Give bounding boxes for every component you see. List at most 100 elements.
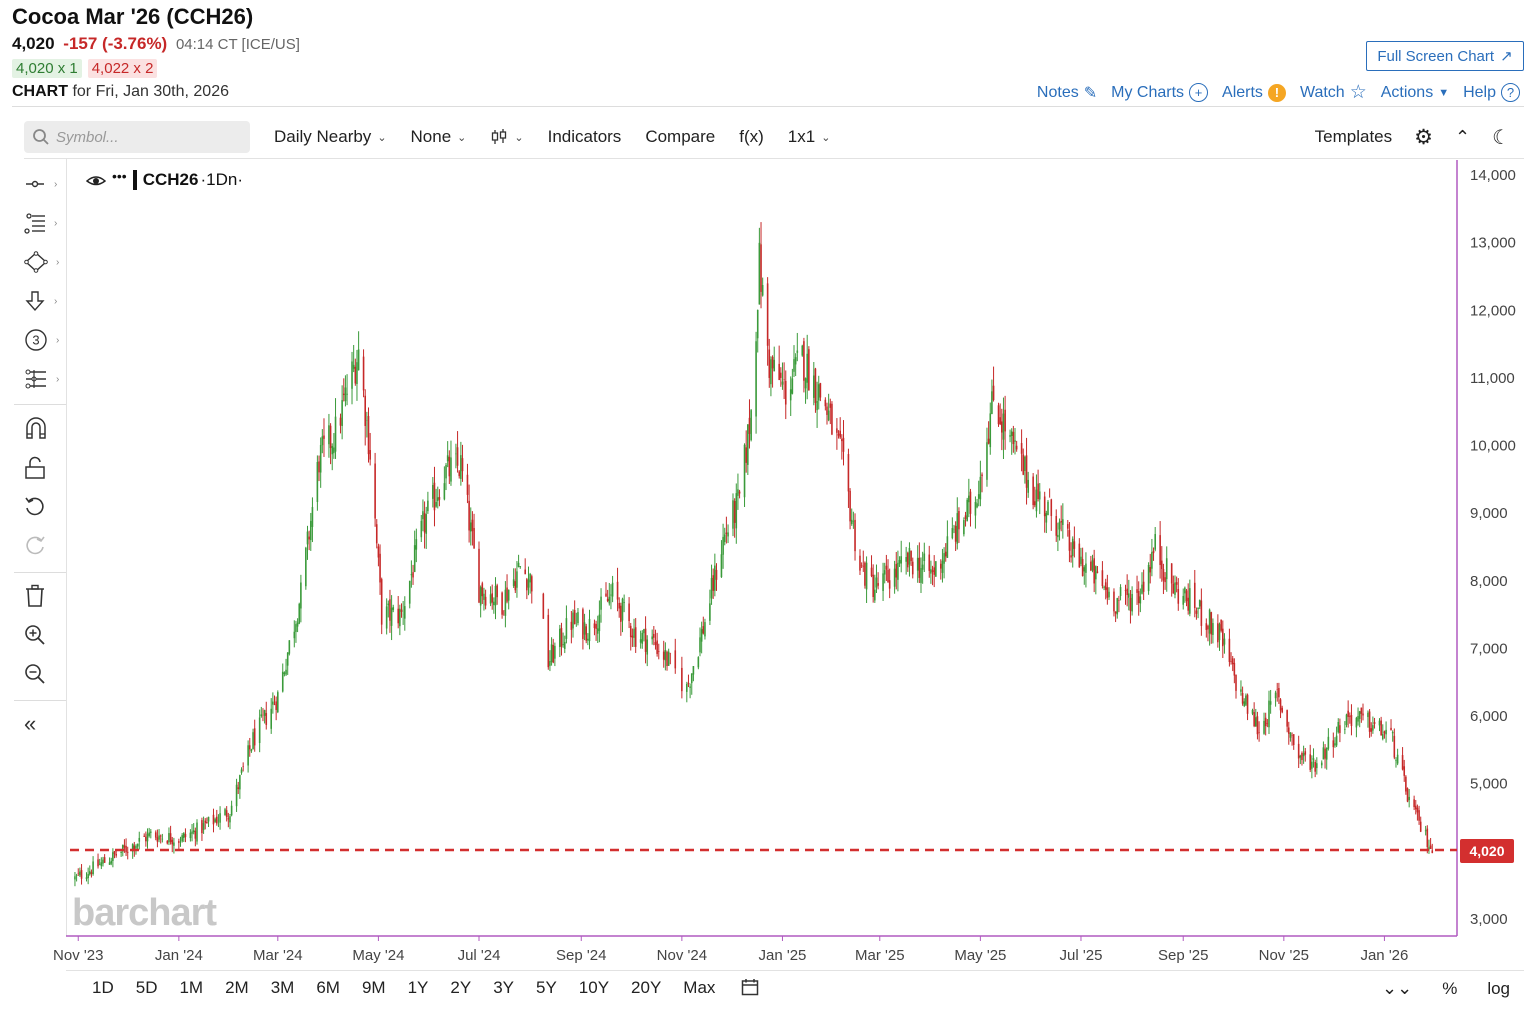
overlay-dropdown[interactable]: None ⌄	[411, 127, 467, 147]
log-scale-button[interactable]: log	[1487, 978, 1510, 998]
x-tick-label: Mar '25	[855, 947, 905, 964]
templates-button[interactable]: Templates	[1314, 127, 1393, 146]
plus-circle-icon: +	[1189, 83, 1209, 102]
more-dots-icon[interactable]: •••	[112, 168, 127, 184]
zoom-out-button[interactable]	[24, 660, 64, 688]
question-icon: ?	[1501, 83, 1520, 102]
range-button-max[interactable]: Max	[683, 978, 716, 997]
range-button-1m[interactable]: 1M	[179, 978, 204, 997]
range-button-5d[interactable]: 5D	[135, 978, 158, 997]
pattern-icon	[25, 369, 46, 389]
range-button-5y[interactable]: 5Y	[535, 978, 557, 997]
search-placeholder: Symbol...	[56, 128, 119, 146]
quote-time: 04:14 CT [ICE/US]	[175, 36, 300, 53]
range-button-10y[interactable]: 10Y	[578, 978, 610, 997]
chevron-right-icon: ›	[56, 373, 60, 385]
overlay-label: None	[410, 127, 452, 146]
chevron-down-icon: ⌄	[377, 131, 387, 144]
chart-label: CHART	[12, 83, 68, 100]
chart-date: for Fri, Jan 30th, 2026	[72, 83, 229, 100]
calendar-icon[interactable]	[741, 978, 759, 1001]
pattern-tool-button[interactable]: ›	[24, 365, 64, 393]
symbol-search-input[interactable]: Symbol...	[24, 121, 250, 153]
x-tick-label: Jul '24	[458, 947, 501, 964]
fibonacci-icon	[24, 213, 45, 234]
y-tick-label: 5,000	[1470, 776, 1508, 793]
chart-type-dropdown[interactable]: ⌄	[490, 128, 524, 146]
range-button-3y[interactable]: 3Y	[493, 978, 514, 997]
quote-line: 4,020 -157 (-3.76%) 04:14 CT [ICE/US]	[12, 34, 300, 54]
zoom-in-button[interactable]	[24, 621, 64, 649]
count-tool-button[interactable]: 3 ›	[24, 326, 64, 354]
function-button[interactable]: f(x)	[739, 127, 764, 146]
svg-text:3: 3	[32, 333, 39, 348]
notes-label: Notes	[1036, 83, 1079, 101]
range-button-9m[interactable]: 9M	[361, 978, 386, 997]
zoom-in-icon	[25, 625, 45, 645]
double-chevron-down-icon[interactable]: ⌄⌄	[1382, 978, 1413, 998]
external-arrow-icon: ↗	[1500, 48, 1513, 65]
help-link[interactable]: Help ?	[1463, 83, 1520, 102]
chevron-right-icon: ›	[54, 295, 58, 307]
settings-gear-icon[interactable]: ⚙	[1414, 125, 1433, 149]
percent-scale-button[interactable]: %	[1442, 978, 1458, 998]
alerts-link[interactable]: Alerts !	[1222, 83, 1286, 102]
lock-button[interactable]	[24, 454, 64, 482]
compare-button[interactable]: Compare	[645, 127, 716, 146]
indicators-button[interactable]: Indicators	[547, 127, 622, 146]
range-button-6m[interactable]: 6M	[316, 978, 340, 997]
tools-border	[66, 159, 67, 936]
y-tick-label: 6,000	[1470, 708, 1508, 725]
shape-tool-button[interactable]: ›	[24, 248, 64, 276]
collapse-tools-button[interactable]: «	[24, 710, 64, 738]
undo-icon	[25, 497, 44, 516]
chevron-down-icon: ⌄	[821, 131, 831, 144]
undo-button[interactable]	[24, 493, 64, 521]
magnet-button[interactable]	[24, 414, 64, 442]
legend-interval: ·1Dn·	[200, 170, 243, 189]
chevron-down-icon: ⌄	[514, 131, 524, 144]
dark-mode-moon-icon[interactable]: ☾	[1492, 126, 1510, 149]
actions-menu[interactable]: Actions ▼	[1381, 84, 1449, 102]
full-screen-chart-button[interactable]: Full Screen Chart ↗	[1366, 41, 1524, 71]
range-button-2y[interactable]: 2Y	[450, 978, 472, 997]
range-button-20y[interactable]: 20Y	[631, 978, 662, 997]
legend-symbol: CCH26	[142, 170, 199, 189]
layout-dropdown[interactable]: 1x1 ⌄	[788, 127, 831, 147]
last-price: 4,020	[12, 34, 55, 53]
x-tick-label: Nov '25	[1259, 947, 1309, 964]
x-tick-label: Mar '24	[253, 947, 303, 964]
y-tick-label: 8,000	[1470, 573, 1508, 590]
my-charts-link[interactable]: My Charts +	[1111, 83, 1209, 102]
delete-button[interactable]	[24, 582, 64, 610]
fib-tool-button[interactable]: ›	[24, 209, 64, 237]
bid-ask: 4,020 x 1 4,022 x 2	[12, 59, 158, 78]
layout-label: 1x1	[787, 127, 816, 146]
watch-label: Watch	[1299, 83, 1345, 101]
price-change: -157 (-3.76%)	[63, 34, 168, 53]
chevron-down-icon: ⌄	[457, 131, 467, 144]
bid-badge: 4,020 x 1	[12, 59, 82, 78]
line-tool-button[interactable]: ›	[24, 170, 64, 198]
arrow-tool-button[interactable]: ›	[24, 287, 64, 315]
range-button-1d[interactable]: 1D	[92, 978, 114, 997]
eye-icon[interactable]	[86, 172, 106, 188]
y-tick-label: 12,000	[1470, 302, 1516, 319]
barchart-watermark: barchart	[72, 892, 217, 934]
y-tick-label: 14,000	[1470, 167, 1516, 184]
range-button-3m[interactable]: 3M	[270, 978, 295, 997]
redo-button[interactable]	[24, 532, 64, 560]
period-dropdown[interactable]: Daily Nearby ⌄	[274, 127, 387, 147]
ask-badge: 4,022 x 2	[87, 59, 158, 78]
arrow-down-icon	[25, 291, 45, 312]
toolbar-right: Templates ⚙ ⌃ ☾	[1315, 118, 1510, 156]
watch-link[interactable]: Watch ☆	[1300, 81, 1367, 104]
x-tick-label: Jan '25	[759, 947, 807, 964]
range-button-2m[interactable]: 2M	[225, 978, 249, 997]
range-button-1y[interactable]: 1Y	[407, 978, 429, 997]
collapse-up-icon[interactable]: ⌃	[1454, 126, 1471, 147]
y-tick-label: 9,000	[1470, 505, 1508, 522]
notes-link[interactable]: Notes ✎	[1037, 83, 1097, 103]
